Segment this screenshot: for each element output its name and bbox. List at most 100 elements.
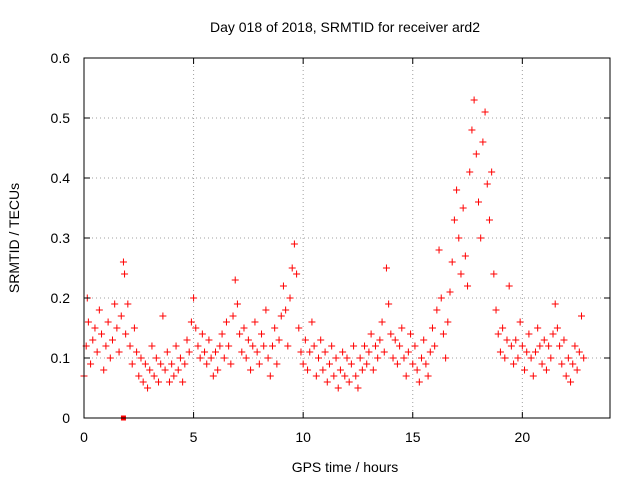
data-point xyxy=(275,336,283,344)
data-point xyxy=(580,354,588,362)
data-point xyxy=(319,366,327,374)
data-point xyxy=(227,360,235,368)
data-point xyxy=(428,324,436,332)
data-point xyxy=(536,342,544,350)
data-point xyxy=(325,360,333,368)
data-point xyxy=(220,354,228,362)
data-point xyxy=(507,342,515,350)
data-point xyxy=(518,342,526,350)
data-point xyxy=(273,360,281,368)
data-point xyxy=(190,294,198,302)
data-point xyxy=(93,348,101,356)
data-point xyxy=(492,306,500,314)
y-tick-label: 0.1 xyxy=(51,350,71,366)
data-point xyxy=(91,324,99,332)
data-point xyxy=(339,348,347,356)
data-point xyxy=(236,330,244,338)
data-point xyxy=(106,354,114,362)
data-point xyxy=(222,318,230,326)
data-point xyxy=(562,372,570,380)
data-point xyxy=(387,330,395,338)
data-point xyxy=(179,378,187,386)
data-point xyxy=(260,342,268,350)
data-point xyxy=(100,366,108,374)
data-point xyxy=(258,330,266,338)
data-point xyxy=(328,342,336,350)
data-point xyxy=(385,300,393,308)
data-point xyxy=(334,384,342,392)
data-point xyxy=(475,198,482,206)
data-point xyxy=(196,354,204,362)
data-point xyxy=(152,354,160,362)
x-tick-label: 10 xyxy=(295,429,311,445)
data-point xyxy=(240,324,248,332)
data-point xyxy=(424,372,432,380)
data-point xyxy=(321,348,329,356)
data-point xyxy=(345,378,353,386)
data-point xyxy=(135,372,143,380)
data-point xyxy=(323,378,331,386)
data-point xyxy=(521,366,529,374)
data-point xyxy=(126,342,134,350)
data-point xyxy=(214,366,222,374)
data-point xyxy=(108,336,116,344)
data-point xyxy=(155,378,163,386)
data-point xyxy=(295,324,303,332)
data-point xyxy=(503,336,511,344)
data-point xyxy=(389,354,397,362)
data-point xyxy=(312,372,320,380)
data-point xyxy=(409,360,417,368)
data-point xyxy=(198,330,206,338)
data-point xyxy=(98,330,106,338)
data-point xyxy=(229,312,237,320)
data-point xyxy=(481,108,489,116)
x-tick-label: 15 xyxy=(405,429,421,445)
data-point xyxy=(400,354,408,362)
data-point xyxy=(183,336,191,344)
data-point xyxy=(201,348,209,356)
data-point xyxy=(251,318,259,326)
data-point xyxy=(174,366,182,374)
data-point xyxy=(150,372,158,380)
data-point xyxy=(84,318,92,326)
data-point xyxy=(448,258,456,266)
data-point xyxy=(435,246,443,254)
data-point xyxy=(415,378,423,386)
data-point xyxy=(244,336,252,344)
data-point xyxy=(238,348,246,356)
x-axis-label: GPS time / hours xyxy=(292,459,399,475)
data-point xyxy=(459,204,467,212)
data-point xyxy=(268,342,276,350)
data-point xyxy=(277,312,285,320)
data-point xyxy=(365,348,373,356)
data-point xyxy=(157,360,165,368)
data-point xyxy=(376,336,384,344)
data-point xyxy=(133,348,141,356)
data-point xyxy=(442,354,450,362)
data-point xyxy=(470,96,478,104)
data-point xyxy=(286,294,294,302)
data-point xyxy=(341,372,349,380)
data-point xyxy=(393,360,401,368)
y-tick-label: 0.5 xyxy=(51,110,71,126)
data-point xyxy=(540,336,548,344)
axis-ticks xyxy=(83,57,610,419)
data-point xyxy=(380,348,388,356)
data-point xyxy=(209,372,217,380)
data-point xyxy=(367,330,375,338)
data-point xyxy=(549,330,557,338)
data-point xyxy=(464,282,472,290)
data-point xyxy=(122,330,130,338)
data-point xyxy=(402,372,410,380)
data-point xyxy=(418,354,426,362)
data-point xyxy=(336,366,344,374)
data-point xyxy=(573,366,581,374)
data-point xyxy=(363,360,371,368)
data-point xyxy=(95,306,103,314)
data-point xyxy=(499,324,507,332)
data-point xyxy=(262,306,270,314)
data-point xyxy=(121,270,129,278)
data-point xyxy=(128,360,136,368)
data-point xyxy=(578,312,586,320)
